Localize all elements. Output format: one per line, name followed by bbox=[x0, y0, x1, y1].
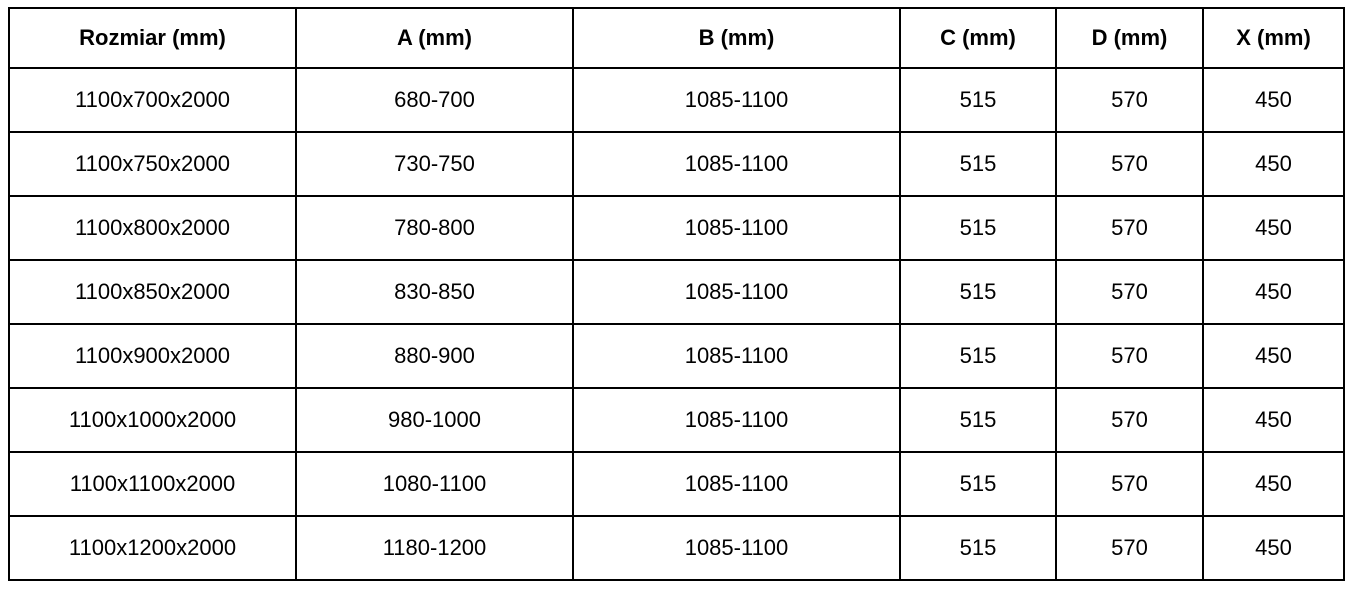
table-cell-d: 570 bbox=[1055, 515, 1204, 581]
table-cell-d: 570 bbox=[1055, 67, 1204, 133]
table-header: Rozmiar (mm) A (mm) B (mm) C (mm) D (mm) X (m… bbox=[8, 7, 1345, 69]
table-cell-rozmiar: 1100x1200x2000 bbox=[8, 515, 297, 581]
table-cell-c: 515 bbox=[899, 515, 1057, 581]
table-cell-b: 1085-1100 bbox=[572, 131, 901, 197]
table-row: 1100x700x2000 680-700 1085-1100 515 570 450 bbox=[8, 67, 1345, 133]
table-cell-rozmiar: 1100x1100x2000 bbox=[8, 451, 297, 517]
column-header-a: A (mm) bbox=[295, 7, 574, 69]
table-cell-d: 570 bbox=[1055, 323, 1204, 389]
table-cell-c: 515 bbox=[899, 387, 1057, 453]
table-cell-rozmiar: 1100x800x2000 bbox=[8, 195, 297, 261]
column-header-b: B (mm) bbox=[572, 7, 901, 69]
table-cell-c: 515 bbox=[899, 131, 1057, 197]
table-cell-c: 515 bbox=[899, 259, 1057, 325]
table-cell-b: 1085-1100 bbox=[572, 195, 901, 261]
column-header-x: X (mm) bbox=[1202, 7, 1345, 69]
table-cell-c: 515 bbox=[899, 451, 1057, 517]
table-cell-b: 1085-1100 bbox=[572, 387, 901, 453]
table-row: 1100x750x2000 730-750 1085-1100 515 570 450 bbox=[8, 131, 1345, 197]
table-cell-d: 570 bbox=[1055, 451, 1204, 517]
table-cell-b: 1085-1100 bbox=[572, 515, 901, 581]
table-cell-x: 450 bbox=[1202, 451, 1345, 517]
table-cell-b: 1085-1100 bbox=[572, 451, 901, 517]
table-cell-a: 880-900 bbox=[295, 323, 574, 389]
table-cell-x: 450 bbox=[1202, 387, 1345, 453]
table-cell-d: 570 bbox=[1055, 387, 1204, 453]
table-cell-rozmiar: 1100x850x2000 bbox=[8, 259, 297, 325]
table-cell-a: 830-850 bbox=[295, 259, 574, 325]
table-cell-rozmiar: 1100x750x2000 bbox=[8, 131, 297, 197]
table-cell-c: 515 bbox=[899, 323, 1057, 389]
column-header-rozmiar: Rozmiar (mm) bbox=[8, 7, 297, 69]
table-cell-rozmiar: 1100x1000x2000 bbox=[8, 387, 297, 453]
table-cell-b: 1085-1100 bbox=[572, 323, 901, 389]
table-cell-a: 680-700 bbox=[295, 67, 574, 133]
table-cell-x: 450 bbox=[1202, 195, 1345, 261]
table-cell-c: 515 bbox=[899, 195, 1057, 261]
table-cell-rozmiar: 1100x900x2000 bbox=[8, 323, 297, 389]
table-cell-a: 730-750 bbox=[295, 131, 574, 197]
table-cell-d: 570 bbox=[1055, 259, 1204, 325]
table-row: 1100x800x2000 780-800 1085-1100 515 570 450 bbox=[8, 195, 1345, 261]
table-cell-c: 515 bbox=[899, 67, 1057, 133]
table-cell-a: 980-1000 bbox=[295, 387, 574, 453]
table-body: 1100x700x2000 680-700 1085-1100 515 570 450 11… bbox=[8, 67, 1345, 581]
table-cell-a: 780-800 bbox=[295, 195, 574, 261]
table-cell-x: 450 bbox=[1202, 259, 1345, 325]
column-header-c: C (mm) bbox=[899, 7, 1057, 69]
table-cell-d: 570 bbox=[1055, 195, 1204, 261]
table-cell-x: 450 bbox=[1202, 131, 1345, 197]
table-cell-a: 1080-1100 bbox=[295, 451, 574, 517]
table-row: 1100x1100x2000 1080-1100 1085-1100 515 570 45… bbox=[8, 451, 1345, 517]
table-cell-x: 450 bbox=[1202, 323, 1345, 389]
column-header-d: D (mm) bbox=[1055, 7, 1204, 69]
table-cell-b: 1085-1100 bbox=[572, 67, 901, 133]
table-cell-b: 1085-1100 bbox=[572, 259, 901, 325]
table-cell-x: 450 bbox=[1202, 67, 1345, 133]
size-spec-table: Rozmiar (mm) A (mm) B (mm) C (mm) D (mm) X (m… bbox=[8, 7, 1345, 581]
table-row: 1100x1200x2000 1180-1200 1085-1100 515 570 45… bbox=[8, 515, 1345, 581]
table-cell-d: 570 bbox=[1055, 131, 1204, 197]
table-row: 1100x850x2000 830-850 1085-1100 515 570 450 bbox=[8, 259, 1345, 325]
table-cell-x: 450 bbox=[1202, 515, 1345, 581]
table-cell-rozmiar: 1100x700x2000 bbox=[8, 67, 297, 133]
header-row: Rozmiar (mm) A (mm) B (mm) C (mm) D (mm) X (m… bbox=[8, 7, 1345, 69]
table-row: 1100x900x2000 880-900 1085-1100 515 570 450 bbox=[8, 323, 1345, 389]
table-row: 1100x1000x2000 980-1000 1085-1100 515 570 450 bbox=[8, 387, 1345, 453]
table-cell-a: 1180-1200 bbox=[295, 515, 574, 581]
